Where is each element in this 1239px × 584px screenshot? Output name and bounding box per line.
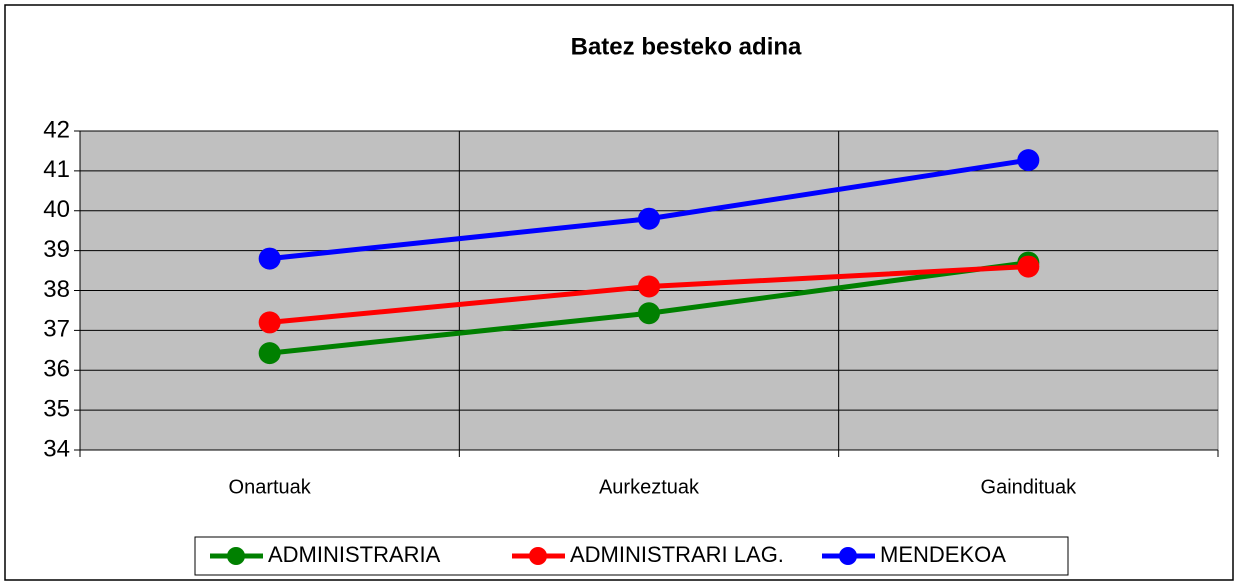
y-tick-label: 34 <box>43 435 70 462</box>
marker <box>1017 149 1040 172</box>
y-tick-label: 42 <box>43 116 70 143</box>
legend-marker <box>529 547 547 565</box>
marker <box>638 275 660 298</box>
y-tick-label: 40 <box>43 196 70 223</box>
y-tick-label: 41 <box>43 156 70 183</box>
marker <box>1017 255 1040 278</box>
marker <box>638 302 660 325</box>
x-tick-label: Aurkeztuak <box>599 476 700 498</box>
legend-label: ADMINISTRARI LAG. <box>570 542 784 567</box>
y-tick-label: 35 <box>43 395 70 422</box>
y-tick-label: 39 <box>43 236 70 263</box>
y-tick-label: 36 <box>43 356 70 383</box>
y-tick-label: 38 <box>43 276 70 303</box>
chart-title: Batez besteko adina <box>571 33 802 60</box>
legend-box <box>194 536 1069 576</box>
x-tick-label: Onartuak <box>229 476 312 498</box>
x-tick-label: Gaindituak <box>981 476 1078 498</box>
legend-marker <box>227 547 245 565</box>
legend-marker <box>839 547 857 565</box>
marker <box>258 342 281 365</box>
legend-label: MENDEKOA <box>880 542 1006 567</box>
y-tick-label: 37 <box>43 316 70 343</box>
legend-label: ADMINISTRARIA <box>268 542 441 567</box>
marker <box>258 247 281 270</box>
marker <box>638 207 660 230</box>
marker <box>258 311 281 334</box>
